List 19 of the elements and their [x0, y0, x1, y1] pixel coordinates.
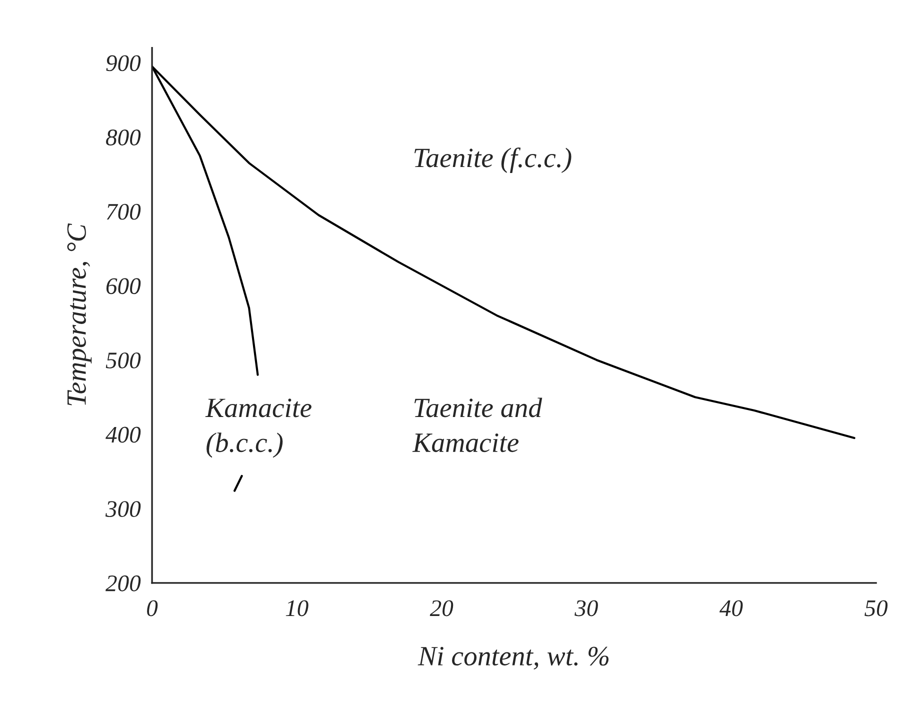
x-tick-label: 40 [719, 600, 743, 616]
annotation: Taenite (f.c.c.) [414, 147, 572, 173]
x-tick-label: 10 [286, 600, 308, 616]
annotation: Taenite and Kamacite [412, 398, 542, 452]
y-tick-label: 700 [106, 204, 141, 220]
x-tick-label: 20 [430, 600, 454, 616]
y-tick-label: 900 [106, 55, 141, 72]
annotation: Kamacite (b.c.c.) [205, 398, 312, 458]
x-tick-label: 30 [574, 600, 598, 616]
y-tick-label: 600 [106, 278, 141, 294]
y-tick-label: 500 [106, 352, 141, 368]
y-tick-label: 800 [106, 130, 141, 146]
y-tick-label: 400 [106, 426, 141, 443]
x-axis-title: Ni content, wt. % [418, 646, 609, 670]
x-tick-label: 0 [147, 600, 158, 616]
y-tick-label: 200 [106, 575, 141, 592]
y-axis-title: Temperature, °C [67, 223, 92, 406]
y-tick-label: 300 [105, 501, 141, 518]
x-tick-label: 50 [864, 600, 888, 616]
